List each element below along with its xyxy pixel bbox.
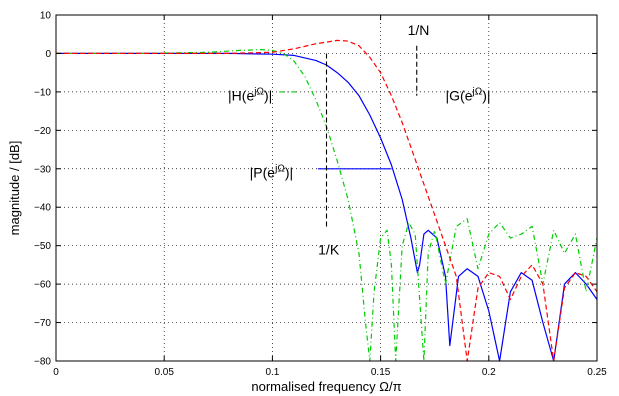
plot-frame	[55, 14, 598, 362]
x-tick-label: 0	[53, 367, 59, 378]
annotation-label_P: |P(ejΩ)|	[250, 164, 293, 181]
y-tick-label: −80	[34, 357, 51, 368]
annotation-label_G: |G(ejΩ)|	[446, 87, 491, 104]
series-line-3	[56, 39, 598, 362]
annotation-label_H: |H(ejΩ)|	[228, 87, 272, 104]
y-tick-label: −50	[34, 241, 51, 252]
y-axis-label: magnitude / [dB]	[7, 141, 22, 236]
annotation-label_1K: 1/K	[318, 242, 340, 258]
y-tick-label: −10	[34, 87, 51, 98]
series-line-2	[56, 48, 598, 362]
y-tick-label: −60	[34, 280, 51, 291]
series-line-1	[56, 52, 598, 362]
y-axis-ticks: 10 0 −10 −20 −30 −40 −50 −60 −70 −80	[34, 11, 597, 368]
series-group	[56, 39, 598, 362]
y-tick-label: −70	[34, 318, 51, 329]
y-tick-label: 10	[40, 11, 52, 22]
y-tick-label: −30	[34, 164, 51, 175]
y-tick-label: 0	[45, 49, 51, 60]
x-tick-label: 0.2	[482, 367, 496, 378]
annotations: |H(ejΩ)| |G(ejΩ)| |P(ejΩ)| 1/N 1/K	[228, 22, 490, 258]
annotation-label_1N: 1/N	[408, 22, 430, 38]
y-tick-label: −20	[34, 126, 51, 137]
x-tick-label: 0.1	[265, 367, 279, 378]
y-tick-label: −40	[34, 203, 51, 214]
x-tick-label: 0.15	[371, 367, 391, 378]
x-tick-label: 0.05	[154, 367, 174, 378]
x-tick-label: 0.25	[587, 367, 607, 378]
x-axis-label: normalised frequency Ω/π	[251, 379, 401, 394]
x-axis-ticks: 0 0.05 0.1 0.15 0.2 0.25	[53, 15, 607, 378]
grid-lines	[56, 15, 597, 361]
